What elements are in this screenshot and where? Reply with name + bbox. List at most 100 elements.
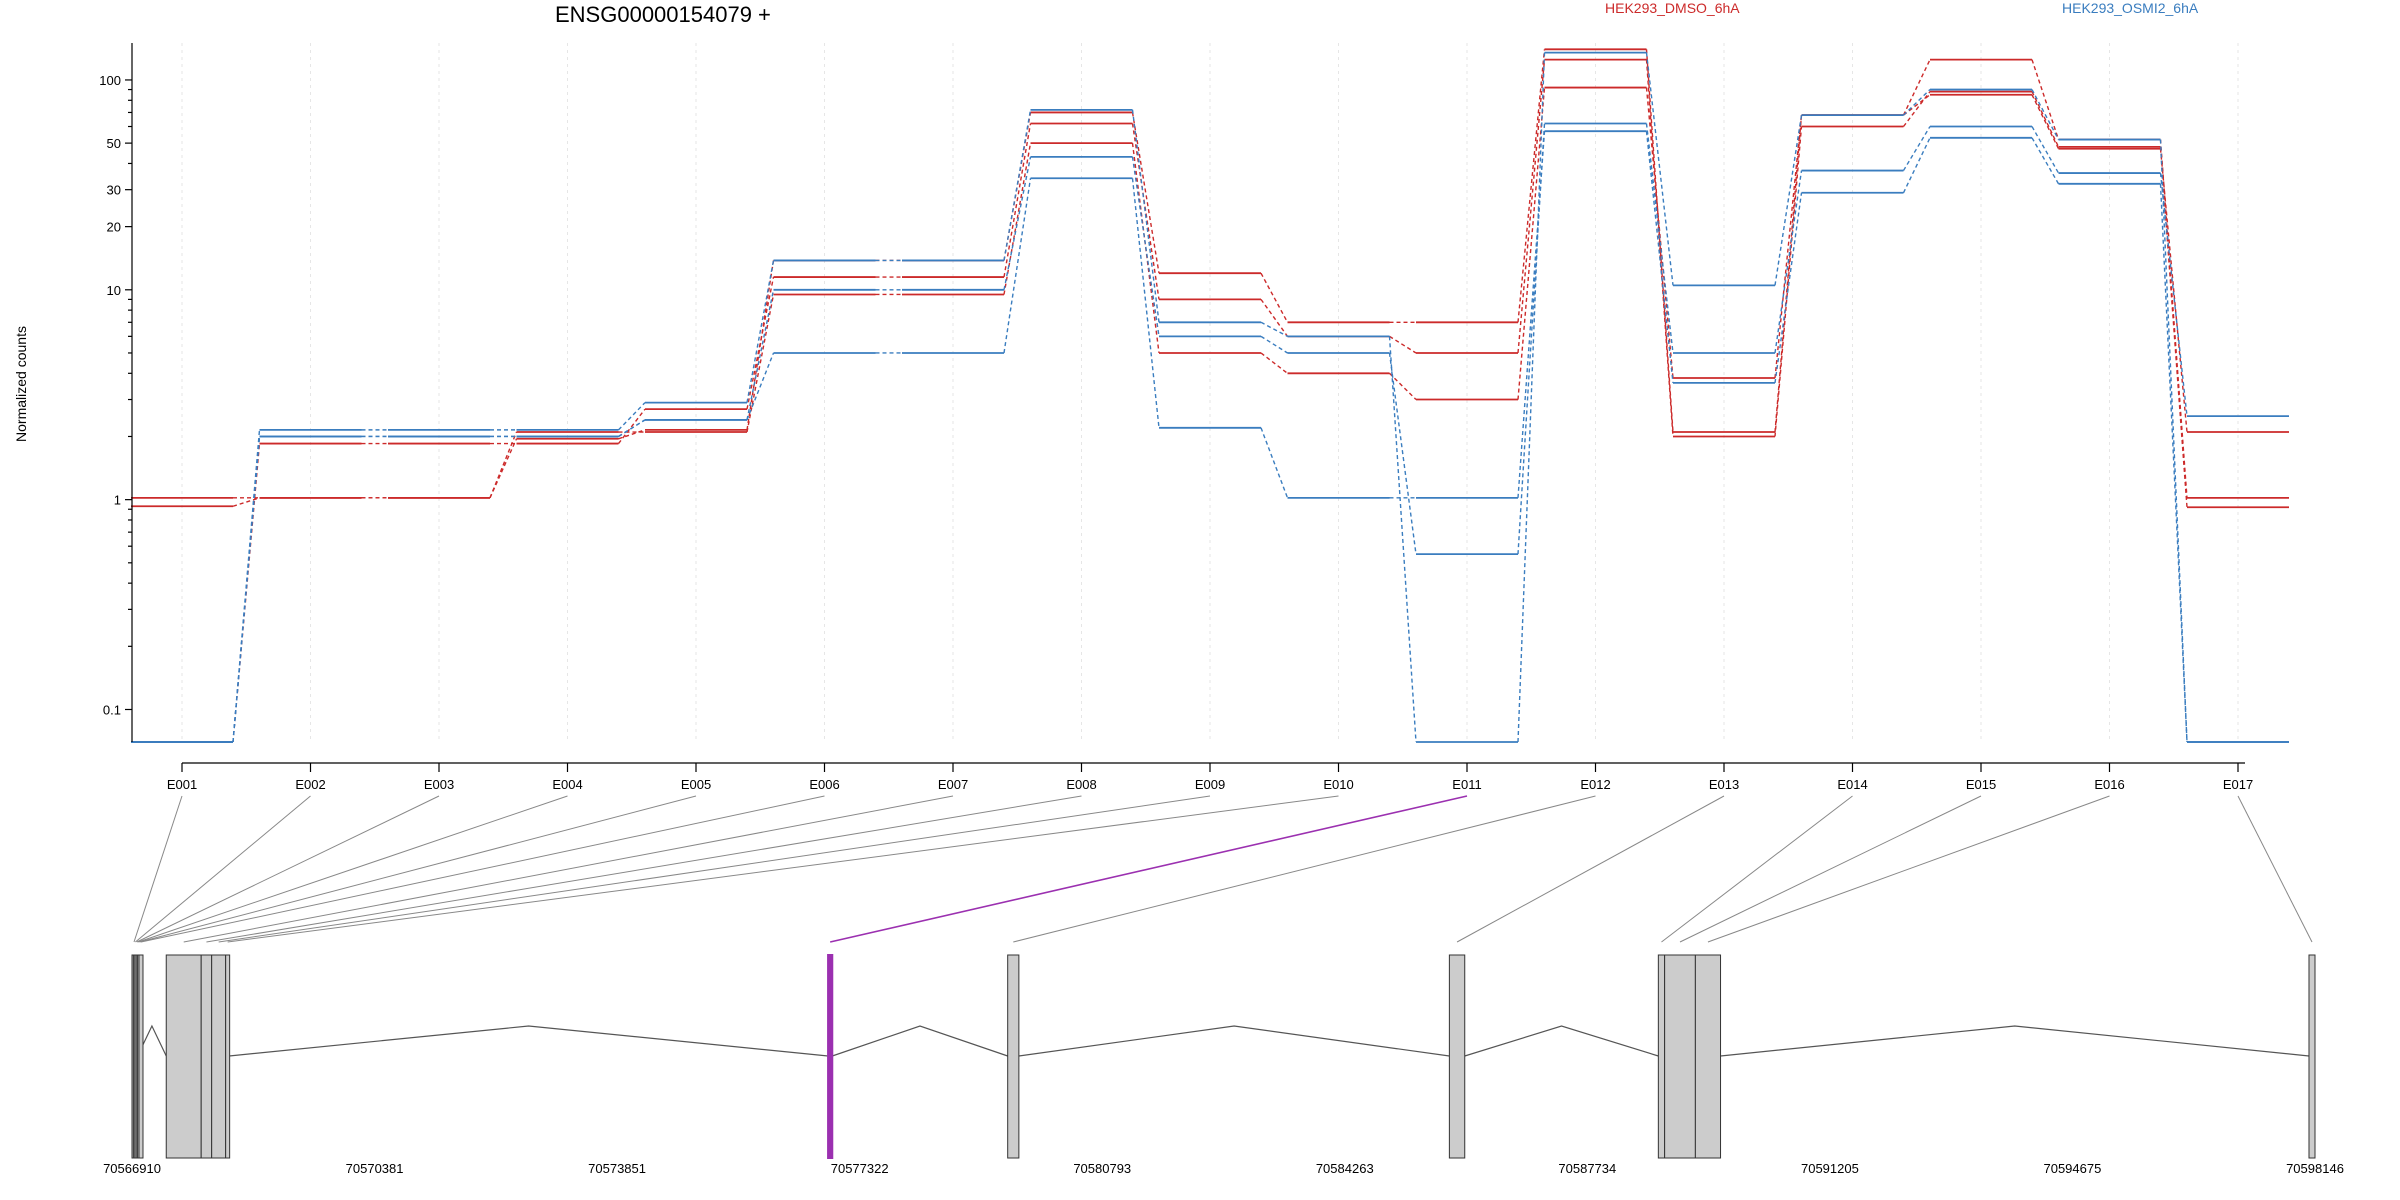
coord-label: 70577322 <box>831 1161 889 1176</box>
data-connector <box>1903 94 1931 116</box>
data-connector <box>1902 59 1931 116</box>
connector-E010 <box>227 795 1339 943</box>
x-tick-label-E012: E012 <box>1580 777 1610 792</box>
data-connector <box>1003 143 1032 295</box>
data-connector <box>2159 146 2188 508</box>
connector-E012 <box>1013 795 1596 943</box>
data-connector <box>2031 89 2060 140</box>
coord-label: 70587734 <box>1558 1161 1616 1176</box>
x-tick-label-E005: E005 <box>681 777 711 792</box>
y-tick-label: 100 <box>99 73 121 88</box>
exon-connectors <box>133 795 2313 943</box>
intron-line <box>1720 1025 2310 1057</box>
data-connector <box>1902 91 1931 127</box>
gene-model <box>131 954 2316 1159</box>
connector-E008 <box>206 795 1082 943</box>
data-connector <box>1003 156 1032 290</box>
data-connector <box>1260 272 1289 323</box>
connector-E007 <box>183 795 954 943</box>
data-connector <box>1003 109 1032 261</box>
data-connector <box>746 260 775 403</box>
data-connector <box>617 402 646 431</box>
coord-label: 70598146 <box>2286 1161 2344 1176</box>
connector-E003 <box>136 795 440 943</box>
y-axis-label: Normalized counts <box>13 326 29 442</box>
genomic-coordinates: 70566910 70570381 70573851 70577322 70580793… <box>103 1161 2344 1176</box>
coord-label: 70570381 <box>346 1161 404 1176</box>
exon-E011 <box>827 954 834 1159</box>
x-tick-label-E015: E015 <box>1966 777 1996 792</box>
data-connector <box>1517 131 1546 498</box>
data-connector <box>232 497 260 507</box>
x-tick-label-E011: E011 <box>1452 777 1481 792</box>
x-ticks: E001 E002 E003 E004 E005 E006 E007 E008 E009 E010… <box>167 763 2253 792</box>
y-tick-label: 10 <box>107 283 121 298</box>
exon-E016 <box>1694 954 1722 1159</box>
data-connector <box>1774 126 1803 437</box>
x-tick-label-E006: E006 <box>809 777 839 792</box>
x-tick-label-E017: E017 <box>2223 777 2253 792</box>
connector-E004 <box>138 795 568 943</box>
data-connector <box>1131 123 1160 300</box>
data-connector <box>746 294 775 433</box>
connector-E001 <box>133 795 183 943</box>
legend-dmso: HEK293_DMSO_6hA <box>1605 0 1740 16</box>
x-tick-label-E008: E008 <box>1066 777 1096 792</box>
connector-E009 <box>218 795 1211 943</box>
data-connector <box>1131 112 1160 274</box>
data-connector <box>1774 192 1803 384</box>
data-connector <box>1774 170 1803 354</box>
data-connector <box>2031 59 2060 140</box>
data-connector <box>1131 109 1160 323</box>
data-connector <box>746 276 775 410</box>
x-tick-label-E007: E007 <box>938 777 968 792</box>
exon-E008 <box>200 954 213 1159</box>
data-connector <box>2159 139 2188 743</box>
connector-E006 <box>140 795 825 943</box>
data-connector <box>1260 298 1289 337</box>
exon-E014 <box>1657 954 1666 1159</box>
data-connector <box>1388 352 1417 555</box>
x-tick-label-E003: E003 <box>424 777 454 792</box>
data-connector <box>746 289 775 421</box>
y-tick-label: 0.1 <box>103 702 121 717</box>
intron-line <box>1018 1025 1450 1057</box>
exon-E017 <box>2308 954 2316 1159</box>
legend-osmi: HEK293_OSMI2_6hA <box>2062 0 2199 16</box>
x-tick-label-E010: E010 <box>1323 777 1353 792</box>
data-connector <box>1260 321 1288 337</box>
data-connector <box>617 408 646 445</box>
data-connector <box>2159 148 2188 433</box>
coord-label: 70566910 <box>103 1161 161 1176</box>
x-tick-label-E016: E016 <box>2094 777 2124 792</box>
exon-E009 <box>211 954 227 1159</box>
data-connector <box>1517 52 1546 743</box>
coord-label: 70594675 <box>2043 1161 2101 1176</box>
x-tick-label-E009: E009 <box>1195 777 1225 792</box>
data-connector <box>1131 156 1160 337</box>
x-tick-label-E013: E013 <box>1709 777 1739 792</box>
data-connector <box>1003 123 1032 278</box>
exon-E010 <box>225 954 231 1159</box>
data-connector <box>1517 59 1546 354</box>
data-connector <box>2031 94 2060 150</box>
data-connector <box>1388 336 1417 743</box>
series-5 <box>131 122 2289 743</box>
connector-E014 <box>1661 795 1853 943</box>
data-connector <box>1389 335 1417 354</box>
exon-E013 <box>1448 954 1466 1159</box>
connector-E011 <box>829 795 1468 943</box>
exon-E012 <box>1007 954 1020 1159</box>
data-connector <box>2031 126 2060 174</box>
gridlines <box>181 43 2239 742</box>
data-connector <box>1389 372 1417 401</box>
y-tick-label: 20 <box>107 220 121 235</box>
data-connector <box>1260 427 1289 499</box>
y-tick-label: 50 <box>107 136 121 151</box>
y-ticks: 0.1 1 10 20 30 50 100 <box>99 73 132 717</box>
data-connector <box>2031 91 2060 148</box>
data-connector <box>1260 352 1288 374</box>
coord-label: 70591205 <box>1801 1161 1859 1176</box>
x-tick-label-E002: E002 <box>295 777 325 792</box>
connector-E015 <box>1679 795 1982 943</box>
